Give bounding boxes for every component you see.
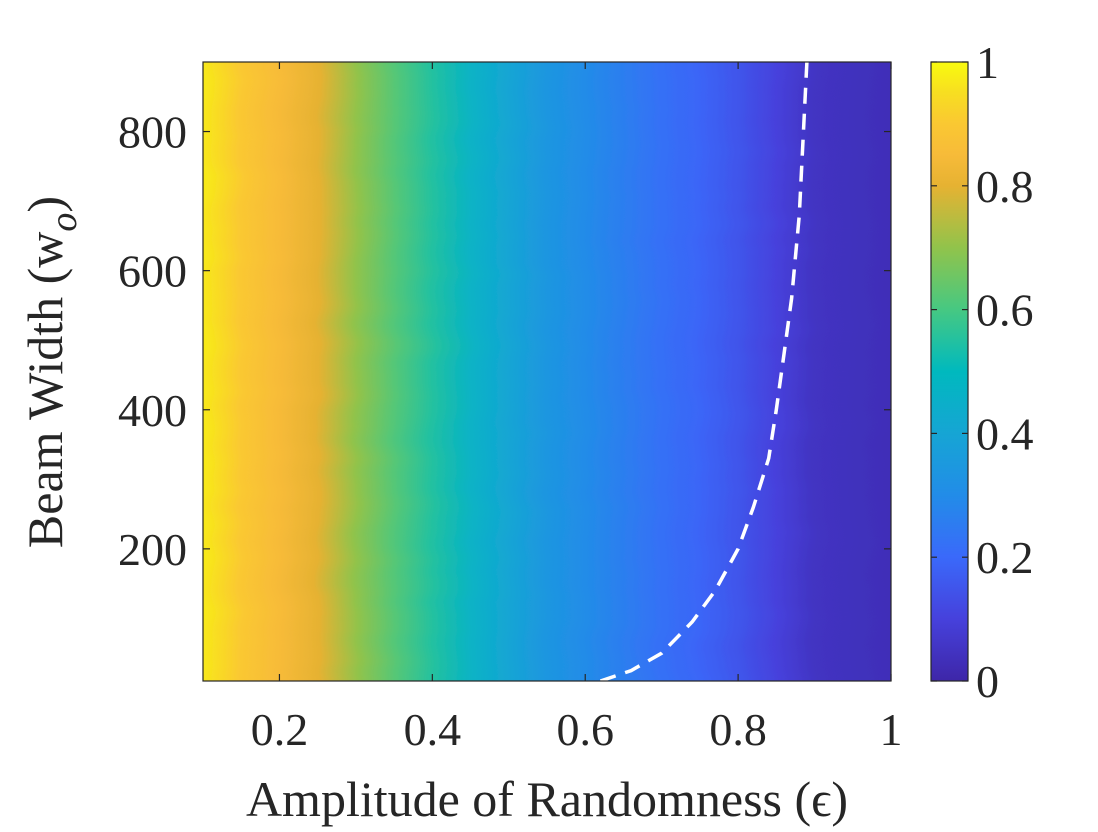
y-tick-label: 600: [118, 246, 187, 297]
x-tick-label: 0.6: [556, 704, 614, 755]
y-tick-label: 800: [118, 107, 187, 158]
colorbar-tick-label: 1: [976, 37, 999, 88]
y-tick-label: 400: [118, 385, 187, 436]
x-tick-label: 0.8: [709, 704, 767, 755]
heatmap-area: [203, 62, 891, 681]
y-axis-label-main: Beam Width (w: [17, 232, 73, 548]
colorbar-tick-label: 0: [976, 656, 999, 707]
colorbar-ticks: 0 0.2 0.4 0.6 0.8 1: [931, 37, 1034, 707]
x-tick-label: 1: [880, 704, 903, 755]
colorbar-tick-label: 0.6: [976, 285, 1034, 336]
x-axis-label: Amplitude of Randomness (ϵ): [246, 771, 848, 827]
y-axis: 200 400 600 800: [118, 107, 891, 575]
colorbar-tick-label: 0.8: [976, 161, 1034, 212]
colorbar-frame: [930, 61, 969, 682]
colorbar-tick-label: 0.2: [976, 532, 1034, 583]
y-axis-label-close: ): [17, 196, 73, 213]
y-tick-label: 200: [118, 524, 187, 575]
y-axis-label: Beam Width (wo): [17, 196, 85, 548]
boundary-curve: [599, 62, 809, 681]
colorbar-fill: [931, 62, 968, 681]
y-axis-label-subscript: o: [43, 213, 85, 232]
colorbar: 0 0.2 0.4 0.6 0.8 1: [930, 37, 1034, 707]
x-tick-label: 0.4: [404, 704, 462, 755]
heatmap-field: [203, 62, 891, 681]
colorbar-tick-label: 0.4: [976, 408, 1034, 459]
x-axis: 0.2 0.4 0.6 0.8 1: [251, 62, 903, 755]
x-tick-label: 0.2: [251, 704, 309, 755]
plot-frame: [202, 61, 892, 682]
